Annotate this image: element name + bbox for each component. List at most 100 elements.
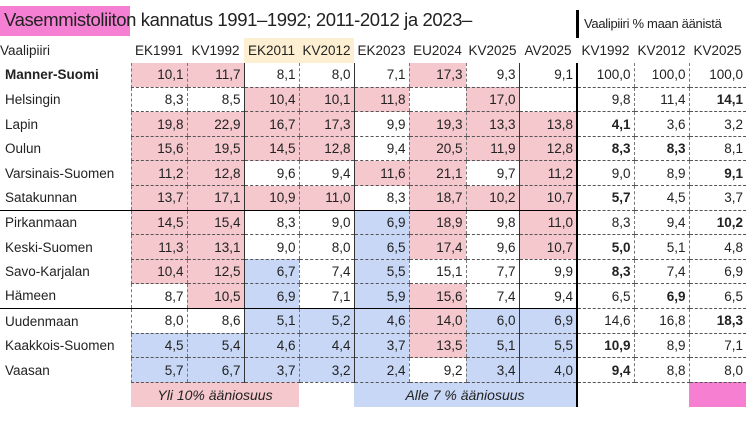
district-name: Lapin — [5, 116, 39, 132]
share-cell: 8,0 — [688, 357, 746, 383]
share-cell: 4,1 — [576, 111, 634, 137]
support-cell: 9,6 — [465, 234, 519, 260]
legend-spacer — [0, 382, 131, 407]
support-cell: 8,3 — [243, 210, 299, 236]
district-name: Kaakkois-Suomen — [5, 337, 115, 353]
support-cell: 10,7 — [518, 234, 577, 260]
district-name: Keski-Suomen — [5, 239, 93, 255]
support-cell: 14,0 — [408, 308, 466, 334]
district-name: Helsingin — [5, 91, 61, 107]
share-cell: 100,0 — [688, 62, 746, 88]
table-row: Manner-Suomi 10,1 11,7 8,1 8,0 7,1 17,3 9,3 9,1 1… — [0, 62, 746, 88]
support-cell: 6,0 — [465, 308, 519, 334]
support-cell: 6,9 — [518, 308, 577, 334]
support-cell: 7,1 — [353, 62, 409, 88]
support-cell: 6,9 — [353, 210, 409, 236]
share-cell: 3,6 — [633, 111, 689, 137]
column-header: AV2025 — [524, 42, 572, 58]
support-cell: 3,4 — [465, 357, 519, 383]
support-cell: 9,0 — [298, 210, 354, 236]
support-cell: 13,3 — [465, 111, 519, 137]
support-cell: 11,9 — [465, 136, 519, 162]
support-cell: 7,7 — [465, 259, 519, 285]
support-cell: 13,5 — [408, 333, 466, 359]
column-header: KV2012 — [302, 42, 351, 58]
page-title: Vasemmistoliiton kannatus 1991–1992; 201… — [4, 9, 472, 30]
header-highlight — [244, 38, 354, 63]
support-cell: 6,7 — [186, 357, 244, 383]
support-cell: 9,6 — [243, 160, 299, 187]
support-cell: 14,5 — [243, 136, 299, 162]
support-cell: 17,3 — [408, 62, 466, 88]
column-header: KV1992 — [191, 42, 240, 58]
share-cell: 9,0 — [576, 160, 634, 187]
support-cell: 8,3 — [130, 87, 187, 113]
support-cell: 9,8 — [465, 210, 519, 236]
support-cell: 4,5 — [130, 333, 187, 359]
share-cell: 6,5 — [576, 283, 634, 310]
support-cell: 8,1 — [243, 62, 299, 88]
share-cell: 11,4 — [633, 87, 689, 113]
support-cell: 8,0 — [298, 62, 354, 88]
support-cell: 17,3 — [298, 111, 354, 137]
share-cell: 8,3 — [576, 210, 634, 236]
support-cell: 15,1 — [408, 259, 466, 285]
support-cell: 11,0 — [518, 210, 577, 236]
share-cell: 100,0 — [576, 62, 634, 88]
header-row: Vaalipiiri EK1991 KV1992 EK2011 KV2012 EK2023… — [0, 38, 746, 63]
support-cell: 22,9 — [186, 111, 244, 137]
support-cell: 11,2 — [518, 160, 577, 187]
support-cell: 8,6 — [186, 308, 244, 334]
support-cell: 9,4 — [298, 160, 354, 187]
share-cell: 7,4 — [633, 259, 689, 285]
share-cell: 3,7 — [688, 185, 746, 211]
share-cell: 8,3 — [633, 136, 689, 162]
column-header: EK2023 — [357, 42, 406, 58]
support-cell: 12,5 — [186, 259, 244, 285]
share-cell: 5,7 — [576, 185, 634, 211]
support-cell: 8,7 — [130, 283, 187, 310]
table-row: Uudenmaan 8,0 8,6 5,1 5,2 4,6 14,0 6,0 6,9 14,6 16… — [0, 308, 746, 334]
support-cell: 9,2 — [408, 357, 466, 383]
support-cell: 13,8 — [518, 111, 577, 137]
support-cell: 6,7 — [243, 259, 299, 285]
share-section-title: Vaalipiiri % maan äänistä — [584, 16, 722, 31]
support-cell: 9,0 — [243, 234, 299, 260]
support-cell: 11,6 — [353, 160, 409, 187]
support-cell: 4,6 — [353, 308, 409, 334]
support-cell: 13,1 — [186, 234, 244, 260]
share-cell: 9,8 — [576, 87, 634, 113]
support-cell: 9,3 — [465, 62, 519, 88]
support-cell: 10,2 — [465, 185, 519, 211]
support-cell: 10,1 — [130, 62, 187, 88]
support-cell: 7,4 — [298, 259, 354, 285]
table-row: Pirkanmaan 14,5 15,4 8,3 9,0 6,9 18,9 9,8 11,0 8,… — [0, 210, 746, 236]
table-row: Savo-Karjalan 10,4 12,5 6,7 7,4 5,5 15,1 7,7 9,9… — [0, 259, 746, 285]
table-row: Vaasan 5,7 6,7 3,7 3,2 2,4 9,2 3,4 4,0 9,4 8,8 8,0 — [0, 357, 746, 383]
share-cell: 3,2 — [688, 111, 746, 137]
share-cell: 7,1 — [688, 333, 746, 359]
support-cell: 4,0 — [518, 357, 577, 383]
table-row: Satakunnan 13,7 17,1 10,9 11,0 8,3 18,7 10,2 10,… — [0, 185, 746, 211]
support-cell: 8,5 — [186, 87, 244, 113]
support-cell: 9,1 — [518, 62, 577, 88]
legend-below-7: Alle 7 % ääniosuus — [354, 382, 577, 407]
support-cell: 17,0 — [465, 87, 519, 113]
share-cell: 14,6 — [576, 308, 634, 334]
support-cell: 4,4 — [298, 333, 354, 359]
share-cell: 5,1 — [633, 234, 689, 260]
share-cell: 10,2 — [688, 210, 746, 236]
table-row: Keski-Suomen 11,3 13,1 9,0 8,0 6,5 17,4 9,6 10,7… — [0, 234, 746, 260]
share-cell: 4,8 — [688, 234, 746, 260]
share-cell: 8,8 — [633, 357, 689, 383]
table-row: Kaakkois-Suomen 4,5 5,4 4,6 4,4 3,7 13,5 5,1 5,5… — [0, 333, 746, 359]
district-name: Manner-Suomi — [5, 67, 99, 83]
divider-line — [576, 10, 579, 38]
column-header: EU2024 — [413, 42, 462, 58]
district-name: Pirkanmaan — [5, 215, 78, 231]
support-cell: 10,7 — [518, 185, 577, 211]
share-cell: 8,3 — [576, 136, 634, 162]
column-header: KV2012 — [637, 42, 686, 58]
support-cell: 3,7 — [353, 333, 409, 359]
support-cell: 14,5 — [130, 210, 187, 236]
